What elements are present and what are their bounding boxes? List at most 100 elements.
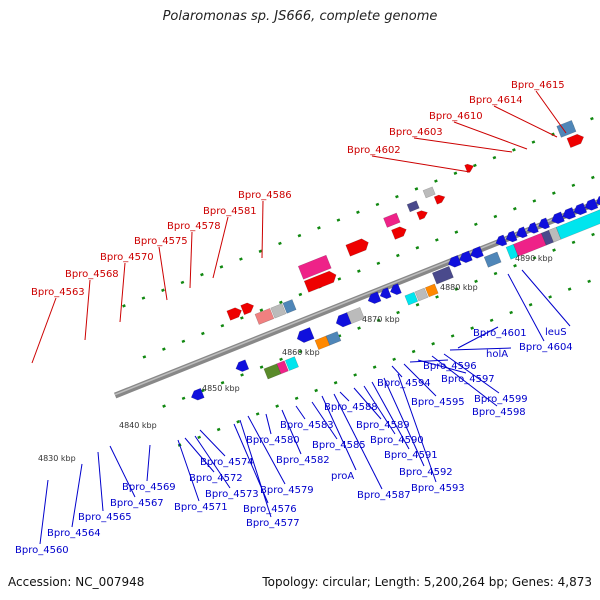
gene-label-forward[interactable]: Bpro_4568 [65, 269, 119, 280]
gene-label-forward[interactable]: Bpro_4575 [134, 236, 188, 247]
gene-label-reverse[interactable]: Bpro_4571 [174, 502, 228, 513]
gene-label-reverse[interactable]: Bpro_4599 [474, 394, 528, 405]
gene-shape [422, 186, 436, 199]
gene-feature [505, 230, 518, 243]
gene-feature [235, 359, 250, 372]
track-dash [396, 253, 400, 258]
gene-label-forward[interactable]: Bpro_4615 [511, 80, 565, 91]
gene-label-reverse[interactable]: Bpro_4567 [110, 498, 164, 509]
gene-label-reverse[interactable]: Bpro_4594 [377, 378, 431, 389]
gene-label-reverse[interactable]: Bpro_4596 [423, 361, 477, 372]
leader-line [391, 365, 403, 378]
gene-label-reverse[interactable]: Bpro_4565 [78, 512, 132, 523]
track-dash [122, 304, 126, 308]
gene-label-reverse[interactable]: Bpro_4585 [312, 440, 366, 451]
gene-label-reverse[interactable]: Bpro_4560 [15, 545, 69, 556]
gene-label-reverse[interactable]: Bpro_4574 [200, 457, 254, 468]
gene-feature [431, 265, 454, 285]
gene-feature [391, 226, 407, 240]
gene-label-forward[interactable]: Bpro_4570 [100, 252, 154, 263]
track-dash [278, 241, 282, 246]
gene-label-reverse[interactable]: Bpro_4583 [280, 420, 334, 431]
gene-label-forward[interactable]: Bpro_4586 [238, 190, 292, 201]
gene-shape [383, 212, 401, 228]
gene-shape [527, 221, 539, 234]
gene-shape [431, 265, 454, 285]
genome-title: Polaromonas sp. JS666, complete genome [162, 9, 438, 24]
leader-line [184, 437, 215, 473]
gene-label-reverse[interactable]: leuS [545, 327, 567, 338]
track-dash [180, 280, 185, 285]
track-dash [415, 303, 420, 307]
leader-line [521, 269, 571, 327]
gene-feature [548, 226, 562, 243]
gene-label-reverse[interactable]: Bpro_4587 [357, 490, 411, 501]
gene-label-forward[interactable]: Bpro_4614 [469, 95, 523, 106]
gene-shape [226, 307, 242, 321]
gene-shape [540, 229, 554, 246]
gene-label-reverse[interactable]: Bpro_4588 [324, 402, 378, 413]
leader-line [239, 419, 272, 518]
gene-label-reverse[interactable]: Bpro_4580 [246, 435, 300, 446]
gene-label-reverse[interactable]: Bpro_4597 [441, 374, 495, 385]
gene-label-reverse[interactable]: Bpro_4579 [260, 485, 314, 496]
gene-label-reverse[interactable]: Bpro_4595 [411, 397, 465, 408]
leader-line [397, 373, 437, 483]
gene-label-reverse[interactable]: Bpro_4573 [205, 489, 259, 500]
gene-label-forward[interactable]: Bpro_4610 [429, 111, 483, 122]
track-dash [396, 310, 400, 315]
track-dash [201, 388, 205, 393]
track-dash [587, 279, 591, 284]
gene-label-forward[interactable]: Bpro_4602 [347, 145, 401, 156]
track-dash [435, 295, 439, 299]
gene-label-reverse[interactable]: Bpro_4604 [519, 342, 573, 353]
gene-label-reverse[interactable]: Bpro_4592 [399, 467, 453, 478]
gene-label-reverse[interactable]: Bpro_4577 [246, 518, 300, 529]
gene-label-forward[interactable]: Bpro_4603 [389, 127, 443, 138]
track-dash [453, 171, 458, 175]
track-dash [414, 187, 419, 191]
gene-label-forward[interactable]: Bpro_4563 [31, 287, 85, 298]
track-dash [201, 331, 205, 336]
track-dash [255, 412, 260, 416]
gene-feature [422, 186, 436, 199]
gene-shape [414, 287, 429, 302]
gene-feature [424, 283, 439, 298]
gene-label-reverse[interactable]: Bpro_4582 [276, 455, 330, 466]
track-dash [552, 248, 556, 252]
gene-label-reverse[interactable]: Bpro_4564 [47, 528, 101, 539]
leader-line [189, 231, 193, 289]
gene-label-forward[interactable]: Bpro_4578 [167, 221, 221, 232]
leader-line [212, 216, 229, 279]
track-dash [395, 194, 399, 199]
leader-line [409, 359, 449, 363]
leader-line [97, 451, 104, 512]
gene-label-reverse[interactable]: Bpro_4569 [122, 482, 176, 493]
gene-labels: Bpro_4563 Bpro_4568 Bpro_4570 Bpro_4575 Bpro… [15, 80, 573, 556]
track-dash [357, 326, 361, 330]
track-dash [333, 381, 338, 385]
gene-label-forward[interactable]: Bpro_4581 [203, 206, 257, 217]
gene-shape [459, 250, 473, 264]
gene-label-reverse[interactable]: holA [486, 349, 508, 360]
leader-line [403, 363, 437, 397]
track-dash [279, 357, 283, 362]
gene-shape [538, 217, 550, 230]
gene-shape [379, 287, 392, 300]
leader-line [265, 413, 272, 435]
gene-label-reverse[interactable]: Bpro_4591 [384, 450, 438, 461]
gene-label-reverse[interactable]: Bpro_4589 [356, 420, 410, 431]
gene-feature [270, 303, 287, 319]
gene-label-reverse[interactable]: Bpro_4572 [189, 473, 243, 484]
scale-tick-label: 4850 kbp [202, 384, 240, 393]
gene-feature [562, 207, 576, 220]
gene-label-reverse[interactable]: Bpro_4601 [473, 328, 527, 339]
track-dash [200, 272, 204, 277]
gene-label-reverse[interactable]: Bpro_4590 [370, 435, 424, 446]
track-dash [353, 373, 358, 377]
gene-label-reverse[interactable]: Bpro_4576 [243, 504, 297, 515]
gene-label-reverse[interactable]: proA [331, 471, 354, 482]
gene-label-reverse[interactable]: Bpro_4593 [411, 483, 465, 494]
gene-label-reverse[interactable]: Bpro_4598 [472, 407, 526, 418]
